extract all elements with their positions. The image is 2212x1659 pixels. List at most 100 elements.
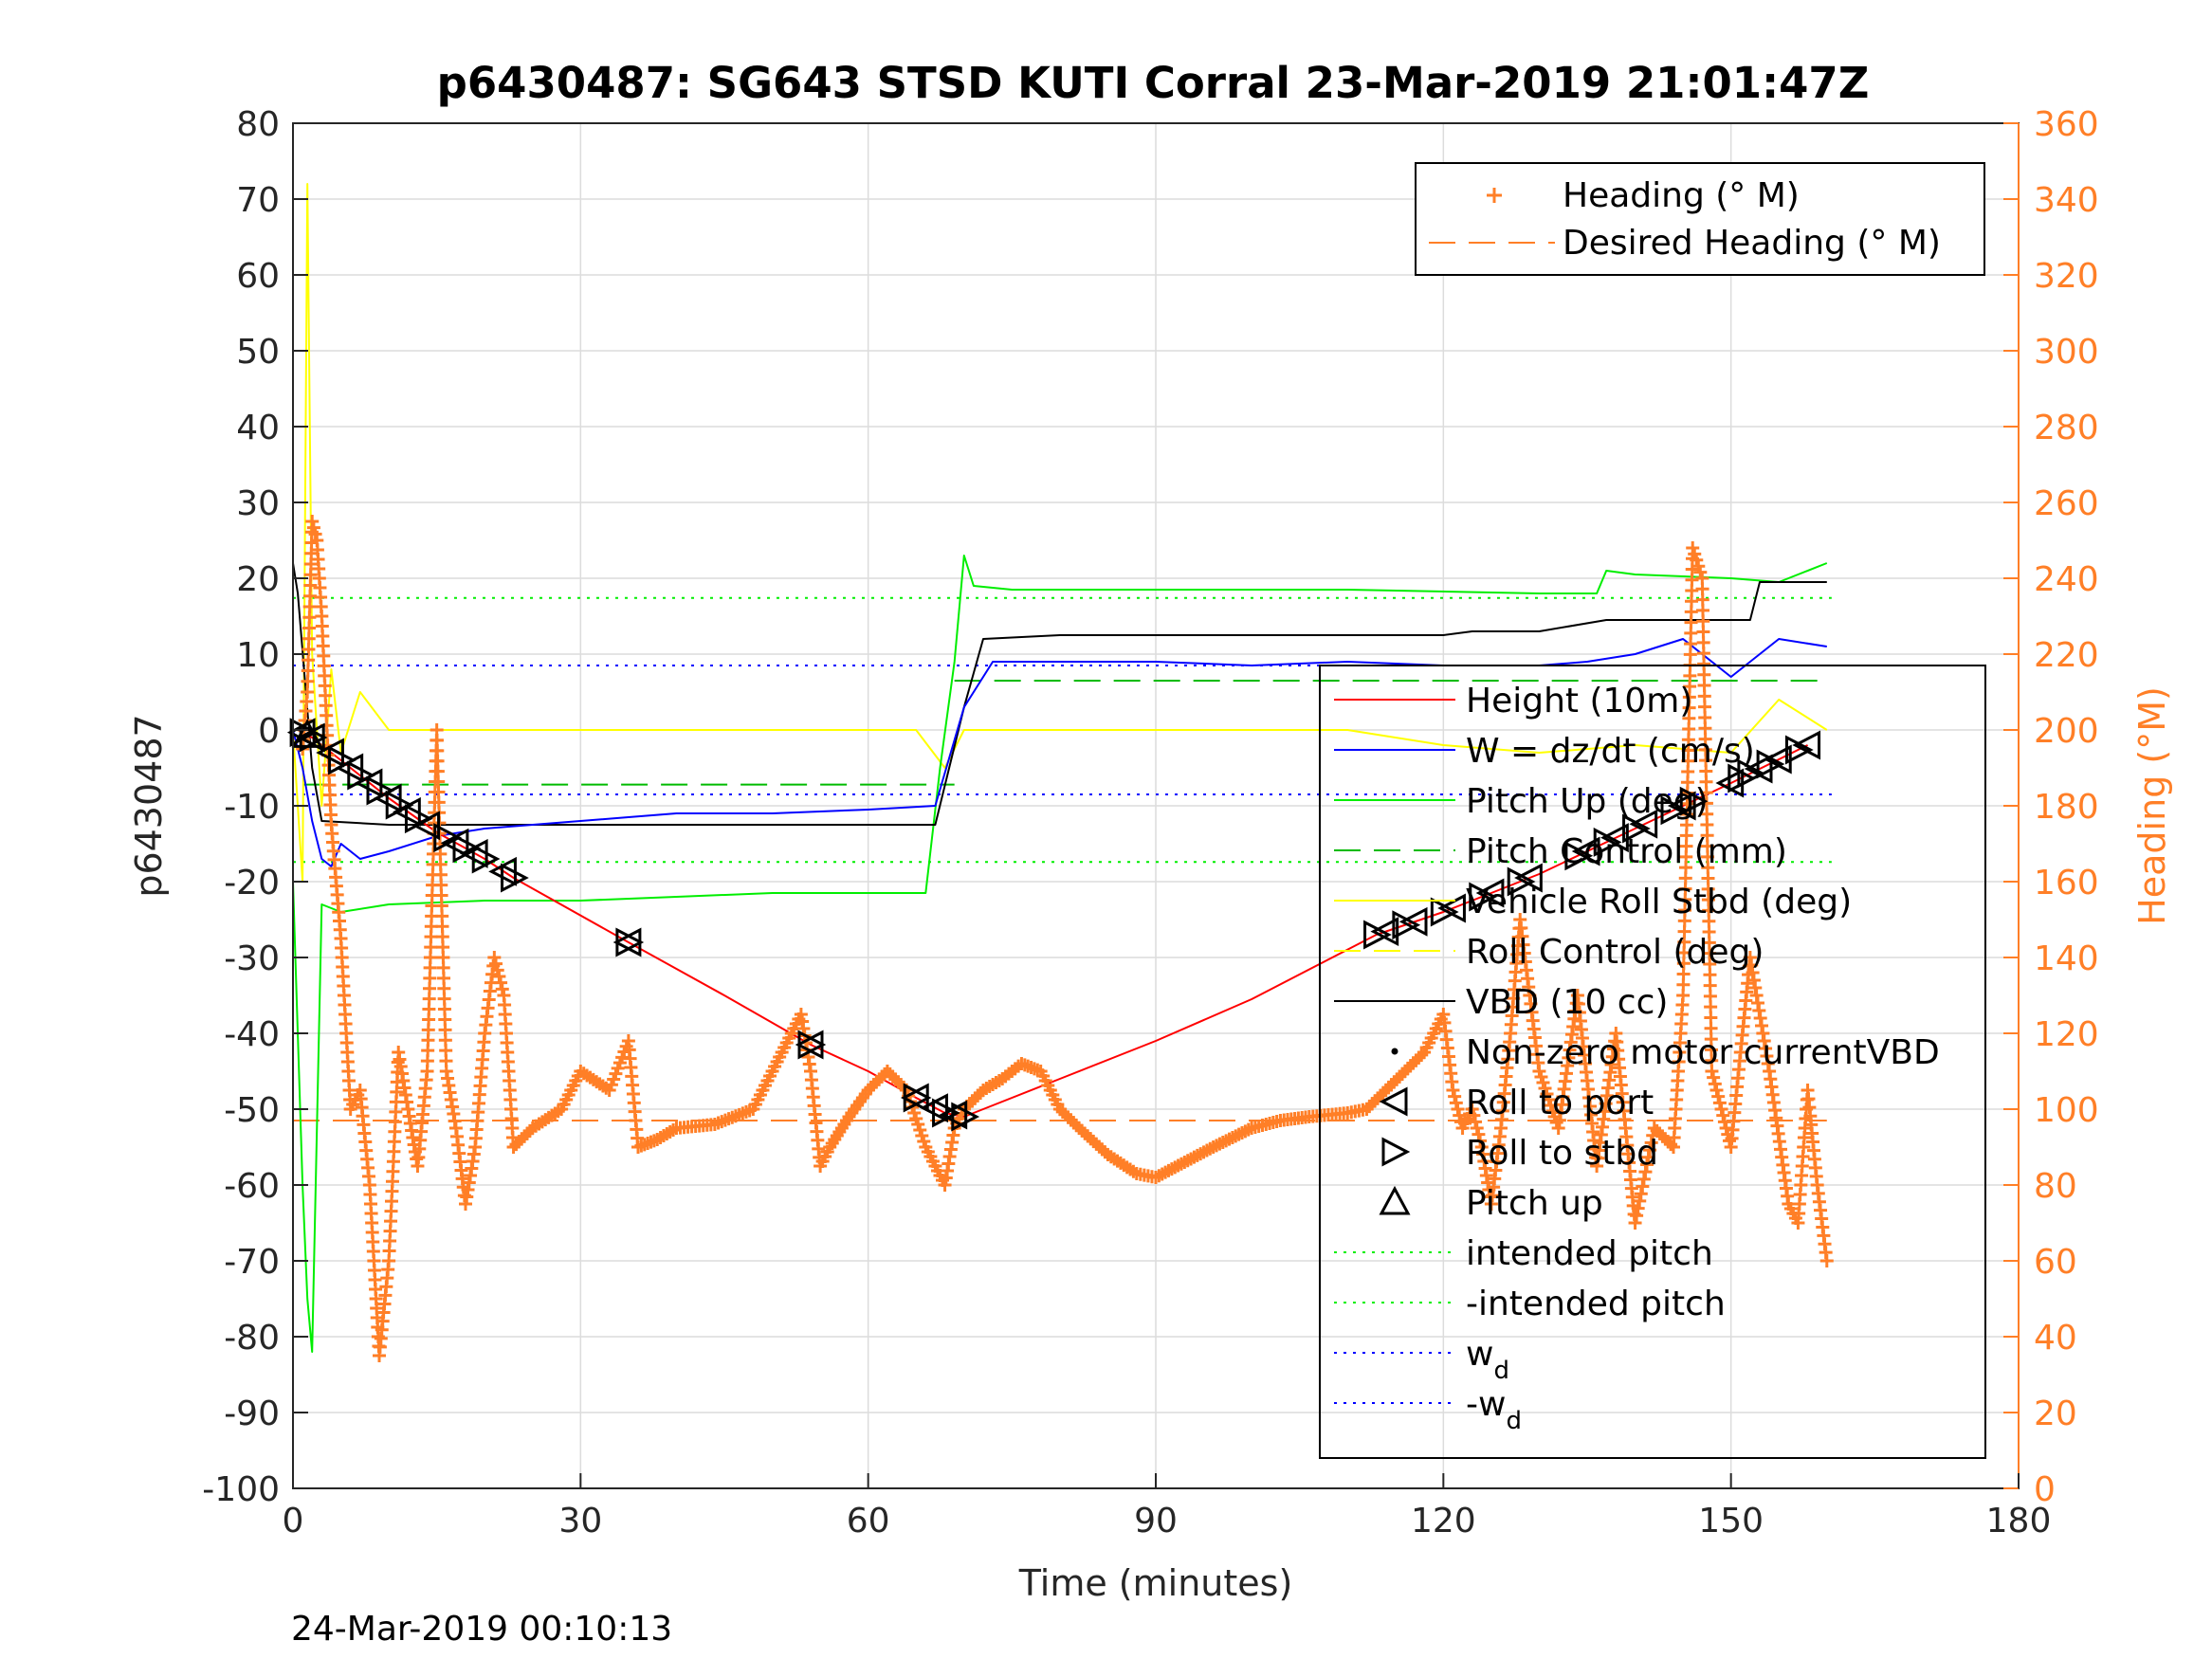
legend-series: Height (10m) W = dz/dt (cm/s) Pitch Up (de… <box>1319 665 1986 1459</box>
x-tick-label: 150 <box>1698 1502 1764 1540</box>
legend-swatch <box>1391 1048 1398 1055</box>
heading-point <box>1722 1134 1736 1148</box>
legend-swatch <box>1381 1137 1411 1167</box>
left-axis-ticks: -100-90-80-70-60-50-40-30-20-10010203040… <box>202 105 308 1509</box>
heading-point <box>1819 1254 1834 1267</box>
heading-point <box>308 527 322 541</box>
y2-axis-label: Heading (°M) <box>2131 686 2173 925</box>
y2-tick-label: 260 <box>2034 484 2099 523</box>
roll-to-stbd-marker <box>501 863 529 893</box>
roll-to-stbd-marker <box>932 1098 960 1128</box>
heading-point <box>306 520 320 535</box>
y2-tick-label: 340 <box>2034 181 2099 220</box>
y-axis-label: p6430487 <box>128 714 170 897</box>
y-tick-label: -50 <box>224 1091 280 1130</box>
y-tick-label: 30 <box>236 484 280 523</box>
roll-to-stbd-marker <box>328 745 356 775</box>
roll-to-stbd-marker <box>797 1030 827 1060</box>
heading-point <box>1705 1065 1719 1078</box>
heading-point <box>1448 1089 1462 1103</box>
legend-heading-swatch <box>1487 188 1502 203</box>
y2-tick-label: 320 <box>2034 257 2099 296</box>
legend-entry-desired-heading: Desired Heading (° M) <box>1563 224 1941 263</box>
y-tick-label: 20 <box>236 560 280 599</box>
x-tick-label: 120 <box>1411 1502 1476 1540</box>
y-tick-label: -100 <box>202 1470 280 1509</box>
y-tick-label: -10 <box>224 788 280 827</box>
heading-point <box>1686 541 1700 555</box>
heading-point <box>492 970 506 983</box>
y2-tick-label: 20 <box>2034 1395 2077 1433</box>
y-tick-label: -60 <box>224 1167 280 1206</box>
roll-to-stbd-marker <box>1469 882 1498 912</box>
series-line-pitch-up-deg- <box>292 555 1828 1353</box>
heading-point <box>1465 1103 1479 1116</box>
legend-entry: Roll to stbd <box>1466 1134 1658 1173</box>
roll-to-stbd-marker <box>1660 795 1690 826</box>
heading-point <box>1688 547 1702 561</box>
y2-tick-label: 100 <box>2034 1091 2099 1130</box>
heading-point <box>1664 1138 1678 1152</box>
y2-tick-label: 80 <box>2034 1167 2077 1206</box>
heading-point <box>1636 1179 1650 1194</box>
heading-point <box>495 982 509 996</box>
y2-tick-label: 280 <box>2034 409 2099 447</box>
y2-tick-label: 220 <box>2034 636 2099 675</box>
heading-point <box>1634 1187 1648 1201</box>
y-tick-label: -30 <box>224 939 280 978</box>
y-tick-label: 0 <box>258 712 280 751</box>
heading-point <box>1415 1048 1429 1062</box>
heading-point <box>1719 1121 1733 1135</box>
roll-to-stbd-marker <box>433 823 463 853</box>
y-tick-label: 70 <box>236 181 280 220</box>
y-tick-label: 50 <box>236 333 280 372</box>
legend-entry: Roll to port <box>1466 1084 1654 1122</box>
legend-entry: W = dz/dt (cm/s) <box>1466 732 1755 771</box>
heading-point <box>494 975 508 990</box>
heading-point <box>1709 1084 1724 1097</box>
heading-point <box>1628 1216 1642 1230</box>
heading-point <box>1708 1077 1722 1091</box>
heading-point <box>487 951 502 964</box>
y-tick-label: -40 <box>224 1015 280 1054</box>
roll-to-stbd-marker <box>366 775 395 806</box>
heading-point <box>1641 1150 1655 1164</box>
x-tick-label: 60 <box>847 1502 890 1540</box>
pitch-up-marker <box>291 719 323 748</box>
roll-to-stbd-marker <box>471 844 501 874</box>
y2-tick-label: 40 <box>2034 1319 2077 1358</box>
heading-point <box>1644 1136 1658 1150</box>
y-tick-label: -70 <box>224 1243 280 1282</box>
y-tick-label: 60 <box>236 257 280 296</box>
heading-point <box>1449 1096 1463 1110</box>
heading-point <box>1631 1201 1645 1215</box>
timestamp: 24-Mar-2019 00:10:13 <box>291 1610 672 1649</box>
legend-subscript: d <box>1493 1357 1509 1385</box>
heading-point <box>489 957 503 971</box>
heading-point <box>1643 1143 1657 1158</box>
roll-to-stbd-marker <box>1679 786 1709 816</box>
y2-tick-label: 300 <box>2034 333 2099 372</box>
y2-tick-label: 200 <box>2034 712 2099 751</box>
marker-layer <box>286 718 1821 1132</box>
heading-point <box>1640 1158 1654 1172</box>
chart-title: p6430487: SG643 STSD KUTI Corral 23-Mar-… <box>437 58 1870 108</box>
roll-to-stbd-marker <box>1392 910 1421 940</box>
heading-point <box>1446 1084 1460 1097</box>
legend-entry: Roll Control (deg) <box>1466 933 1764 972</box>
x-tick-label: 0 <box>283 1502 304 1540</box>
legend-entry: Pitch Control (mm) <box>1466 832 1787 871</box>
roll-to-stbd-marker <box>1363 920 1392 950</box>
y-tick-label: -90 <box>224 1395 280 1433</box>
heading-point <box>1693 565 1708 579</box>
heading-point <box>1469 1115 1483 1129</box>
y2-tick-label: 360 <box>2034 105 2099 144</box>
legend-entry: VBD (10 cc) <box>1466 983 1668 1022</box>
roll-to-stbd-marker <box>404 804 433 834</box>
roll-to-stbd-marker <box>1737 758 1766 789</box>
y2-tick-label: 120 <box>2034 1015 2099 1054</box>
legend-entry: intended pitch <box>1466 1234 1713 1273</box>
series-line-vehicle-roll-stbd-deg- <box>292 183 1828 883</box>
roll-to-stbd-marker <box>1593 827 1622 857</box>
y2-tick-label: 60 <box>2034 1243 2077 1282</box>
